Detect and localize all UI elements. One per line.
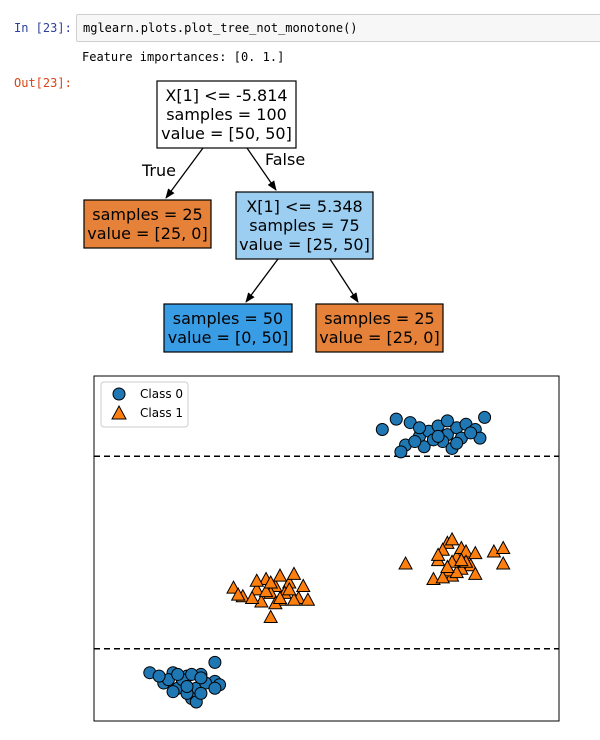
tree-node-text: value = [25, 0] [319, 328, 439, 347]
tree-node-text: samples = 75 [249, 216, 359, 235]
class1-point [272, 590, 288, 605]
class0-point [194, 671, 208, 685]
tree-node-box [156, 80, 297, 149]
edge-root-right [246, 147, 277, 191]
class1-point [454, 552, 469, 567]
data-points [143, 410, 511, 709]
tree-node-text: samples = 100 [166, 105, 287, 124]
tree-node-text: samples = 25 [324, 309, 434, 328]
class1-point [249, 573, 265, 587]
class1-point [495, 540, 511, 554]
class0-point [166, 685, 180, 699]
class1-point [440, 559, 455, 573]
class1-point [286, 566, 302, 580]
tree-node-text: value = [25, 50] [239, 235, 370, 254]
class0-point [152, 669, 166, 683]
class1-point [244, 590, 260, 605]
class0-point [440, 414, 454, 428]
in-prompt: In [23]: [14, 21, 72, 35]
class1-point [430, 547, 446, 561]
class0-point [375, 422, 389, 436]
class1-point [263, 574, 279, 589]
edge-label-false: False [265, 150, 305, 169]
class1-point [263, 609, 279, 623]
edge-split2-left [245, 258, 279, 303]
tree-node-box [315, 303, 444, 353]
class1-point [258, 583, 274, 598]
tree-node-text: X[1] <= 5.348 [246, 197, 362, 216]
plot-axes-frame [93, 375, 560, 722]
class0-point [208, 655, 222, 669]
tree-node-box [163, 303, 293, 353]
legend-marker-class0 [112, 387, 126, 401]
class1-point [444, 531, 460, 546]
class0-point [408, 435, 422, 449]
class1-point [467, 545, 483, 560]
class1-point [295, 578, 311, 592]
tree-node-text: X[1] <= -5.814 [165, 86, 287, 105]
class0-point [394, 445, 408, 459]
class1-point [249, 581, 265, 596]
tree-node-text: value = [0, 50] [168, 328, 288, 347]
tree-node-box [83, 199, 212, 249]
out-prompt: Out[23]: [14, 76, 72, 90]
class0-point [413, 421, 426, 435]
class0-point [450, 436, 464, 450]
class0-point [194, 686, 208, 700]
legend-label-class0: Class 0 [140, 387, 183, 401]
class0-point [208, 681, 222, 695]
class1-point [230, 587, 246, 601]
code-text[interactable]: mglearn.plots.plot_tree_not_monotone() [83, 21, 358, 35]
tree-node-text: samples = 25 [92, 205, 202, 224]
tree-node-text: value = [50, 50] [161, 124, 292, 143]
class1-point [435, 569, 451, 584]
class1-point [467, 566, 483, 580]
tree-edges [165, 147, 359, 303]
legend: Class 0 Class 1 [100, 381, 189, 428]
edge-split2-right [329, 258, 359, 303]
class0-point [478, 410, 492, 424]
class1-point [286, 592, 302, 606]
tree-node-text: samples = 50 [173, 309, 283, 328]
class1-point [272, 568, 288, 582]
decision-boundaries [94, 455, 559, 650]
class1-point [398, 555, 413, 570]
class1-point [495, 555, 511, 570]
class1-point [300, 592, 316, 606]
class1-point [281, 581, 297, 596]
class0-point [464, 426, 478, 440]
scatter-plot: Class 0 Class 1 [93, 375, 560, 722]
class0-point [180, 680, 194, 693]
stdout-output: Feature importances: [0. 1.] [82, 50, 285, 64]
class0-point [171, 667, 185, 681]
class0-point [389, 412, 403, 426]
tree-node-box [235, 191, 374, 260]
legend-marker-class1 [111, 404, 127, 420]
edge-root-left [165, 147, 204, 199]
legend-label-class1: Class 1 [140, 406, 183, 420]
tree-node-text: value = [25, 0] [87, 224, 207, 243]
code-input-cell[interactable]: mglearn.plots.plot_tree_not_monotone() [76, 14, 600, 42]
edge-label-true: True [141, 161, 176, 180]
class0-point [431, 429, 445, 443]
